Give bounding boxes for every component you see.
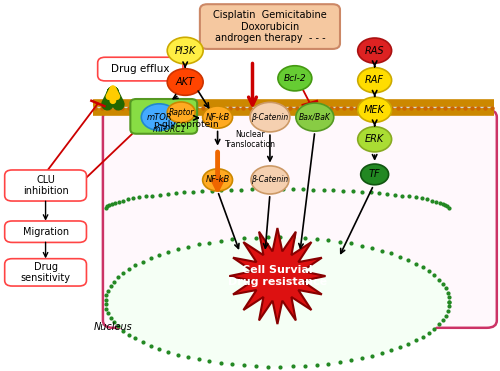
- Text: Drug efflux: Drug efflux: [111, 64, 170, 74]
- Circle shape: [202, 106, 232, 128]
- Circle shape: [358, 68, 392, 93]
- Text: Nuclear
Translocation: Nuclear Translocation: [224, 129, 276, 149]
- Text: Migration: Migration: [22, 227, 68, 237]
- Text: RAF: RAF: [365, 75, 384, 85]
- Text: NF-kB: NF-kB: [206, 113, 230, 122]
- Text: TF: TF: [369, 170, 380, 180]
- Text: AKT: AKT: [176, 77, 195, 87]
- Polygon shape: [230, 228, 326, 324]
- Circle shape: [167, 102, 195, 123]
- Text: Cisplatin  Gemicitabine
Doxorubicin
androgen therapy  - - -: Cisplatin Gemicitabine Doxorubicin andro…: [213, 10, 327, 43]
- Text: β-Catenin: β-Catenin: [252, 175, 288, 184]
- FancyBboxPatch shape: [130, 99, 197, 134]
- Text: ERK: ERK: [365, 134, 384, 144]
- Circle shape: [358, 38, 392, 63]
- FancyBboxPatch shape: [4, 259, 86, 286]
- FancyBboxPatch shape: [4, 221, 86, 242]
- Bar: [93, 104, 494, 112]
- Text: Cell Survial
Drug resistance: Cell Survial Drug resistance: [228, 265, 327, 287]
- Text: MEK: MEK: [364, 105, 385, 115]
- FancyBboxPatch shape: [200, 4, 340, 49]
- Circle shape: [358, 127, 392, 152]
- Circle shape: [296, 103, 334, 131]
- Text: RAS: RAS: [365, 46, 384, 56]
- Circle shape: [167, 69, 203, 95]
- Text: β-Catenin: β-Catenin: [252, 113, 288, 122]
- Circle shape: [167, 37, 203, 64]
- FancyBboxPatch shape: [4, 170, 86, 201]
- FancyBboxPatch shape: [98, 57, 183, 81]
- Text: Bax/BaK: Bax/BaK: [299, 113, 331, 122]
- Text: p-glycoprotein: p-glycoprotein: [153, 120, 218, 129]
- Text: Bcl-2: Bcl-2: [284, 74, 306, 83]
- Circle shape: [251, 166, 289, 194]
- Circle shape: [250, 102, 290, 132]
- Text: Raptor: Raptor: [168, 108, 194, 117]
- Text: Drug
sensitivity: Drug sensitivity: [20, 262, 70, 283]
- Text: CLU
inhibition: CLU inhibition: [22, 175, 68, 196]
- Circle shape: [142, 104, 177, 131]
- Text: PI3K: PI3K: [174, 46, 196, 56]
- Circle shape: [202, 169, 232, 191]
- Text: Nucleus: Nucleus: [94, 322, 132, 332]
- Ellipse shape: [106, 237, 450, 367]
- Circle shape: [360, 164, 388, 185]
- Text: mTORC1: mTORC1: [152, 125, 186, 134]
- Circle shape: [278, 66, 312, 91]
- Text: NF-kB: NF-kB: [206, 175, 230, 184]
- FancyBboxPatch shape: [103, 110, 497, 328]
- Circle shape: [358, 97, 392, 122]
- Text: mTOR: mTOR: [146, 113, 172, 122]
